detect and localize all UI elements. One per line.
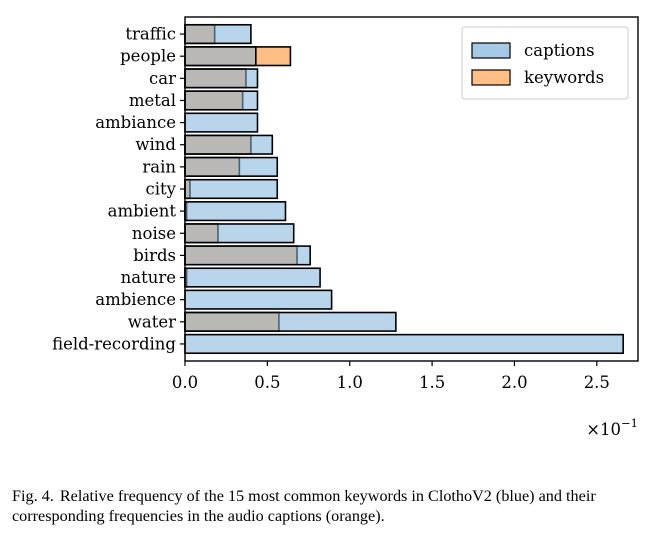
y-tick-label-car: car xyxy=(149,69,176,88)
legend-swatch-captions xyxy=(471,42,511,59)
scale-exponent: −1 xyxy=(621,416,638,430)
y-tick-label-ambient: ambient xyxy=(108,202,177,221)
caption-text: Relative frequency of the 15 most common… xyxy=(12,487,596,525)
scale-base: ×10 xyxy=(586,420,621,439)
y-tick-label-noise: noise xyxy=(132,224,176,243)
y-axis: field-recording water ambience nature birds n… xyxy=(52,25,185,353)
x-tick-label-0.0: 0.0 xyxy=(172,373,198,392)
legend-label-keywords: keywords xyxy=(524,68,604,87)
y-tick-label-ambiance: ambiance xyxy=(95,113,176,132)
captions-bar-metal xyxy=(184,90,259,111)
legend-label-captions: captions xyxy=(524,41,595,60)
x-tick-label-2.5: 2.5 xyxy=(584,373,610,392)
captions-bar-noise xyxy=(184,223,295,244)
captions-bar-traffic xyxy=(184,23,252,45)
y-tick-label-people: people xyxy=(120,47,176,66)
x-axis-scale-label: ×10−1 xyxy=(586,416,638,439)
captions-bar-wind xyxy=(184,134,274,155)
captions-bar-nature xyxy=(184,267,321,288)
captions-bars xyxy=(184,23,624,355)
captions-bar-water xyxy=(184,311,397,332)
captions-bar-field-recording xyxy=(184,333,624,355)
legend: captions keywords xyxy=(461,26,629,100)
y-tick-label-traffic: traffic xyxy=(125,25,176,44)
caption-label: Fig. 4. xyxy=(12,487,54,505)
captions-bar-rain xyxy=(184,156,279,177)
bar-chart: field-recording water ambience nature birds n… xyxy=(52,16,639,439)
y-tick-label-ambience: ambience xyxy=(95,290,176,309)
figure-caption: Fig. 4. Relative frequency of the 15 most… xyxy=(12,486,662,526)
captions-bar-car xyxy=(184,68,259,89)
y-tick-label-rain: rain xyxy=(142,157,176,176)
x-tick-label-1.5: 1.5 xyxy=(419,373,445,392)
x-tick-label-2.0: 2.0 xyxy=(501,373,527,392)
y-tick-label-wind: wind xyxy=(135,135,176,154)
captions-bar-birds xyxy=(184,245,311,266)
legend-box xyxy=(461,26,629,100)
y-tick-label-field-recording: field-recording xyxy=(52,334,176,353)
x-axis: 0.0 0.5 1.0 1.5 2.0 2.5 xyxy=(172,361,610,392)
y-tick-label-city: city xyxy=(146,180,177,199)
captions-bar-people xyxy=(184,46,257,67)
captions-bar-city xyxy=(184,178,279,200)
captions-bar-ambiance xyxy=(184,112,259,133)
legend-swatch-keywords xyxy=(471,69,511,86)
x-tick-label-0.5: 0.5 xyxy=(254,373,280,392)
x-tick-label-1.0: 1.0 xyxy=(337,373,363,392)
y-tick-label-water: water xyxy=(128,312,176,331)
y-tick-label-birds: birds xyxy=(133,246,176,265)
captions-bar-ambience xyxy=(184,289,333,310)
captions-bar-ambient xyxy=(184,201,287,222)
y-tick-label-metal: metal xyxy=(129,91,176,110)
y-tick-label-nature: nature xyxy=(121,268,176,287)
